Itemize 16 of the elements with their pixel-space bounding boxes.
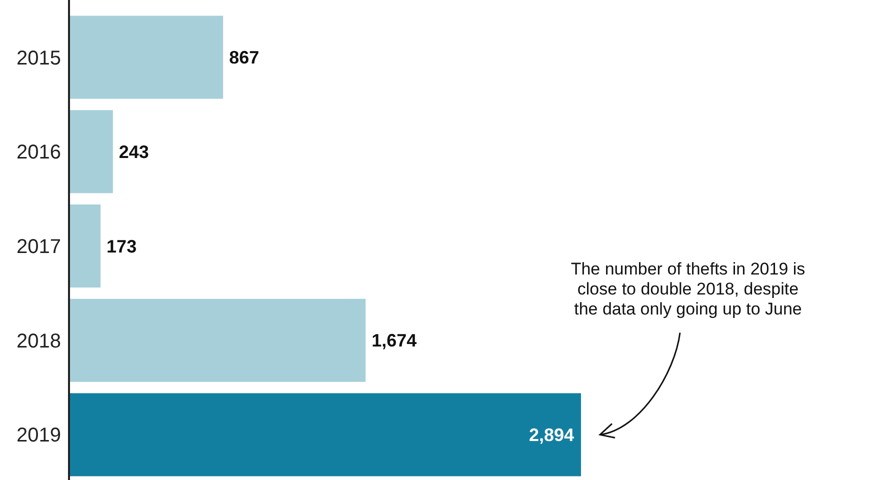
y-tick-label: 2019: [16, 424, 61, 447]
bar: [70, 16, 224, 99]
y-tick-label: 2018: [16, 330, 61, 352]
data-label: 2,894: [528, 425, 574, 446]
data-label: 173: [106, 236, 137, 256]
data-label: 867: [229, 48, 260, 68]
bar: [70, 298, 366, 382]
bar: [70, 393, 581, 476]
bar: [70, 110, 113, 194]
y-tick-label: 2017: [16, 236, 61, 258]
y-tick-label: 2015: [16, 47, 61, 70]
data-label: 243: [118, 142, 149, 162]
y-tick-label: 2016: [16, 142, 61, 164]
data-label: 1,674: [372, 330, 417, 351]
bar: [70, 204, 101, 288]
annotation: The number of thefts in 2019 is close to double 2018, despite the data only going up to June: [570, 260, 806, 319]
